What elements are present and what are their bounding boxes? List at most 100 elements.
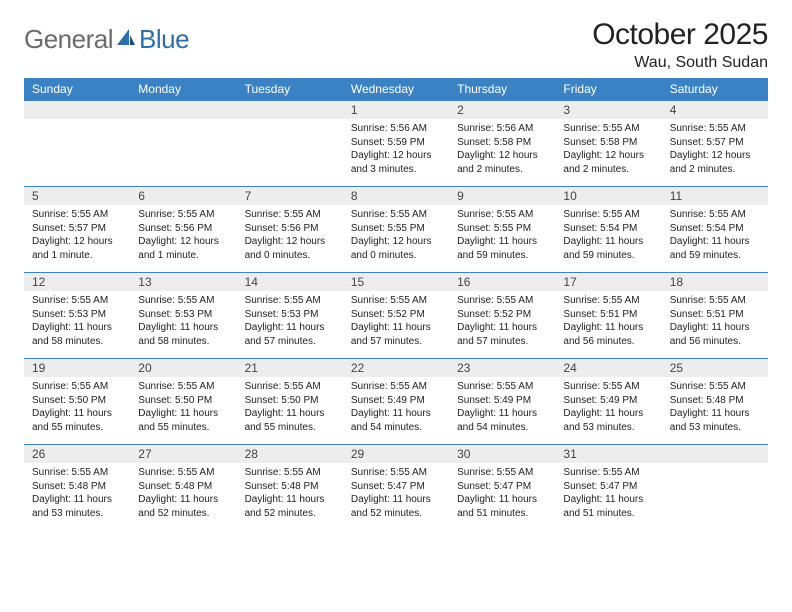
sunset-line: Sunset: 5:53 PM (32, 308, 122, 322)
calendar-day-cell: 30Sunrise: 5:55 AMSunset: 5:47 PMDayligh… (449, 445, 555, 531)
sunset-line: Sunset: 5:54 PM (670, 222, 760, 236)
sunset-line: Sunset: 5:49 PM (351, 394, 441, 408)
day-details: Sunrise: 5:55 AMSunset: 5:48 PMDaylight:… (662, 377, 768, 438)
day-number: 26 (24, 445, 130, 463)
daylight-line: Daylight: 12 hours and 2 minutes. (670, 149, 760, 176)
sunset-line: Sunset: 5:53 PM (245, 308, 335, 322)
calendar-empty-cell (662, 445, 768, 531)
day-details: Sunrise: 5:55 AMSunset: 5:58 PMDaylight:… (555, 119, 661, 180)
calendar-day-cell: 24Sunrise: 5:55 AMSunset: 5:49 PMDayligh… (555, 359, 661, 445)
sunset-line: Sunset: 5:53 PM (138, 308, 228, 322)
calendar-day-cell: 26Sunrise: 5:55 AMSunset: 5:48 PMDayligh… (24, 445, 130, 531)
calendar-day-cell: 17Sunrise: 5:55 AMSunset: 5:51 PMDayligh… (555, 273, 661, 359)
day-number: 20 (130, 359, 236, 377)
daylight-line: Daylight: 11 hours and 59 minutes. (457, 235, 547, 262)
sunset-line: Sunset: 5:48 PM (670, 394, 760, 408)
day-details: Sunrise: 5:55 AMSunset: 5:52 PMDaylight:… (449, 291, 555, 352)
daylight-line: Daylight: 11 hours and 53 minutes. (563, 407, 653, 434)
day-details: Sunrise: 5:55 AMSunset: 5:47 PMDaylight:… (343, 463, 449, 524)
day-number: 29 (343, 445, 449, 463)
weekday-header: Thursday (449, 78, 555, 101)
logo: General Blue (24, 24, 189, 55)
sunset-line: Sunset: 5:47 PM (457, 480, 547, 494)
daylight-line: Daylight: 11 hours and 52 minutes. (351, 493, 441, 520)
calendar-day-cell: 29Sunrise: 5:55 AMSunset: 5:47 PMDayligh… (343, 445, 449, 531)
day-number: 16 (449, 273, 555, 291)
day-number: 28 (237, 445, 343, 463)
day-details: Sunrise: 5:55 AMSunset: 5:55 PMDaylight:… (449, 205, 555, 266)
daylight-line: Daylight: 11 hours and 51 minutes. (457, 493, 547, 520)
sunrise-line: Sunrise: 5:55 AM (351, 294, 441, 308)
day-details: Sunrise: 5:56 AMSunset: 5:58 PMDaylight:… (449, 119, 555, 180)
day-details: Sunrise: 5:55 AMSunset: 5:50 PMDaylight:… (130, 377, 236, 438)
sunrise-line: Sunrise: 5:55 AM (245, 208, 335, 222)
calendar-day-cell: 2Sunrise: 5:56 AMSunset: 5:58 PMDaylight… (449, 101, 555, 187)
calendar-week-row: 5Sunrise: 5:55 AMSunset: 5:57 PMDaylight… (24, 187, 768, 273)
day-details: Sunrise: 5:55 AMSunset: 5:56 PMDaylight:… (237, 205, 343, 266)
day-details: Sunrise: 5:55 AMSunset: 5:50 PMDaylight:… (237, 377, 343, 438)
day-details: Sunrise: 5:55 AMSunset: 5:53 PMDaylight:… (130, 291, 236, 352)
sunrise-line: Sunrise: 5:55 AM (245, 380, 335, 394)
day-number: 8 (343, 187, 449, 205)
calendar-empty-cell (130, 101, 236, 187)
sunset-line: Sunset: 5:48 PM (138, 480, 228, 494)
weekday-header: Wednesday (343, 78, 449, 101)
daylight-line: Daylight: 12 hours and 1 minute. (32, 235, 122, 262)
sunset-line: Sunset: 5:58 PM (457, 136, 547, 150)
day-number: 13 (130, 273, 236, 291)
sunrise-line: Sunrise: 5:55 AM (138, 208, 228, 222)
calendar-day-cell: 23Sunrise: 5:55 AMSunset: 5:49 PMDayligh… (449, 359, 555, 445)
daylight-line: Daylight: 11 hours and 54 minutes. (457, 407, 547, 434)
daylight-line: Daylight: 11 hours and 54 minutes. (351, 407, 441, 434)
day-number: 10 (555, 187, 661, 205)
calendar-week-row: 1Sunrise: 5:56 AMSunset: 5:59 PMDaylight… (24, 101, 768, 187)
empty-daynum (237, 101, 343, 119)
daylight-line: Daylight: 11 hours and 56 minutes. (670, 321, 760, 348)
day-number: 30 (449, 445, 555, 463)
sunrise-line: Sunrise: 5:55 AM (245, 294, 335, 308)
sunset-line: Sunset: 5:52 PM (351, 308, 441, 322)
sunset-line: Sunset: 5:52 PM (457, 308, 547, 322)
daylight-line: Daylight: 11 hours and 52 minutes. (245, 493, 335, 520)
day-details: Sunrise: 5:55 AMSunset: 5:53 PMDaylight:… (237, 291, 343, 352)
daylight-line: Daylight: 11 hours and 57 minutes. (351, 321, 441, 348)
daylight-line: Daylight: 11 hours and 58 minutes. (138, 321, 228, 348)
day-details: Sunrise: 5:55 AMSunset: 5:55 PMDaylight:… (343, 205, 449, 266)
sunset-line: Sunset: 5:47 PM (351, 480, 441, 494)
day-number: 12 (24, 273, 130, 291)
calendar-day-cell: 10Sunrise: 5:55 AMSunset: 5:54 PMDayligh… (555, 187, 661, 273)
sunrise-line: Sunrise: 5:55 AM (245, 466, 335, 480)
sunrise-line: Sunrise: 5:55 AM (138, 294, 228, 308)
daylight-line: Daylight: 11 hours and 55 minutes. (32, 407, 122, 434)
empty-daynum (24, 101, 130, 119)
weekday-header: Sunday (24, 78, 130, 101)
sunrise-line: Sunrise: 5:55 AM (670, 122, 760, 136)
daylight-line: Daylight: 12 hours and 3 minutes. (351, 149, 441, 176)
day-number: 6 (130, 187, 236, 205)
sunrise-line: Sunrise: 5:55 AM (670, 294, 760, 308)
day-details: Sunrise: 5:55 AMSunset: 5:47 PMDaylight:… (449, 463, 555, 524)
calendar-day-cell: 12Sunrise: 5:55 AMSunset: 5:53 PMDayligh… (24, 273, 130, 359)
day-number: 17 (555, 273, 661, 291)
sunrise-line: Sunrise: 5:55 AM (32, 466, 122, 480)
weekday-header: Friday (555, 78, 661, 101)
sunrise-line: Sunrise: 5:55 AM (351, 380, 441, 394)
day-details: Sunrise: 5:55 AMSunset: 5:50 PMDaylight:… (24, 377, 130, 438)
daylight-line: Daylight: 11 hours and 55 minutes. (138, 407, 228, 434)
weekday-header: Tuesday (237, 78, 343, 101)
day-number: 2 (449, 101, 555, 119)
weekday-header: Monday (130, 78, 236, 101)
daylight-line: Daylight: 11 hours and 53 minutes. (32, 493, 122, 520)
sunset-line: Sunset: 5:55 PM (457, 222, 547, 236)
calendar-day-cell: 4Sunrise: 5:55 AMSunset: 5:57 PMDaylight… (662, 101, 768, 187)
sunset-line: Sunset: 5:55 PM (351, 222, 441, 236)
sunset-line: Sunset: 5:49 PM (563, 394, 653, 408)
sunset-line: Sunset: 5:47 PM (563, 480, 653, 494)
day-number: 5 (24, 187, 130, 205)
calendar-empty-cell (24, 101, 130, 187)
sunrise-line: Sunrise: 5:55 AM (563, 208, 653, 222)
daylight-line: Daylight: 11 hours and 57 minutes. (245, 321, 335, 348)
calendar-day-cell: 25Sunrise: 5:55 AMSunset: 5:48 PMDayligh… (662, 359, 768, 445)
daylight-line: Daylight: 12 hours and 2 minutes. (457, 149, 547, 176)
sunrise-line: Sunrise: 5:55 AM (563, 122, 653, 136)
